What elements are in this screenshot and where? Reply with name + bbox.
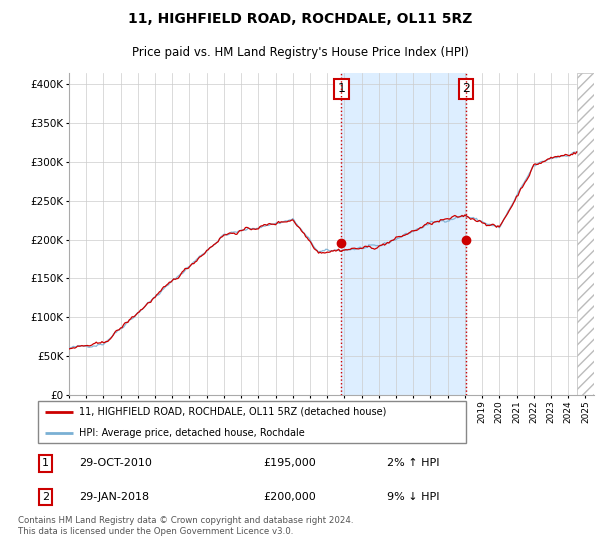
Text: £195,000: £195,000 — [263, 459, 316, 469]
Text: £200,000: £200,000 — [263, 492, 316, 502]
Text: 1: 1 — [338, 82, 346, 95]
Text: 29-OCT-2010: 29-OCT-2010 — [79, 459, 152, 469]
Text: 2% ↑ HPI: 2% ↑ HPI — [387, 459, 439, 469]
Text: 29-JAN-2018: 29-JAN-2018 — [79, 492, 149, 502]
Text: 11, HIGHFIELD ROAD, ROCHDALE, OL11 5RZ (detached house): 11, HIGHFIELD ROAD, ROCHDALE, OL11 5RZ (… — [79, 407, 386, 417]
Bar — [577, 73, 594, 395]
Text: 2: 2 — [42, 492, 49, 502]
Text: HPI: Average price, detached house, Rochdale: HPI: Average price, detached house, Roch… — [79, 428, 305, 438]
Text: 1: 1 — [42, 459, 49, 469]
Text: 11, HIGHFIELD ROAD, ROCHDALE, OL11 5RZ: 11, HIGHFIELD ROAD, ROCHDALE, OL11 5RZ — [128, 12, 472, 26]
Text: Price paid vs. HM Land Registry's House Price Index (HPI): Price paid vs. HM Land Registry's House … — [131, 46, 469, 59]
FancyBboxPatch shape — [38, 401, 466, 444]
Bar — [341, 73, 466, 395]
Text: 9% ↓ HPI: 9% ↓ HPI — [387, 492, 439, 502]
Text: Contains HM Land Registry data © Crown copyright and database right 2024.
This d: Contains HM Land Registry data © Crown c… — [18, 516, 353, 536]
Text: 2: 2 — [463, 82, 470, 95]
